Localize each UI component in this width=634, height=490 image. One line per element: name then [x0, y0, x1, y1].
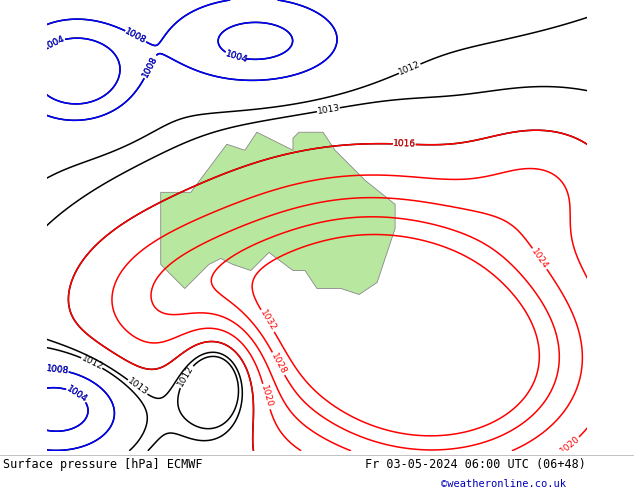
Text: 1004: 1004 [224, 49, 249, 65]
Text: 1012: 1012 [80, 354, 104, 372]
Text: 1012: 1012 [398, 60, 422, 77]
Text: 1008: 1008 [141, 54, 159, 79]
Text: 1008: 1008 [46, 364, 69, 376]
Text: 1008: 1008 [124, 27, 148, 46]
Text: 1004: 1004 [65, 384, 89, 404]
Text: 1016: 1016 [392, 139, 416, 149]
Text: 1004: 1004 [42, 34, 67, 52]
Text: Surface pressure [hPa] ECMWF: Surface pressure [hPa] ECMWF [3, 458, 203, 471]
Text: 1020: 1020 [259, 384, 274, 409]
Text: 1004: 1004 [224, 49, 249, 65]
Text: Fr 03-05-2024 06:00 UTC (06+48): Fr 03-05-2024 06:00 UTC (06+48) [365, 458, 585, 471]
Polygon shape [161, 132, 395, 294]
Text: 1016: 1016 [392, 139, 416, 149]
Text: 1024: 1024 [529, 247, 550, 270]
Text: 1004: 1004 [42, 34, 67, 52]
Text: 1008: 1008 [124, 27, 148, 46]
Text: ©weatheronline.co.uk: ©weatheronline.co.uk [441, 479, 566, 489]
Text: 1012: 1012 [176, 364, 195, 389]
Text: 1013: 1013 [316, 103, 340, 116]
Text: 1013: 1013 [126, 377, 150, 397]
Text: 1020: 1020 [559, 434, 581, 456]
Text: 1028: 1028 [269, 351, 288, 376]
Text: 1008: 1008 [141, 54, 159, 79]
Text: 1008: 1008 [46, 364, 69, 376]
Text: 1032: 1032 [258, 309, 277, 333]
Text: 1004: 1004 [65, 384, 89, 404]
